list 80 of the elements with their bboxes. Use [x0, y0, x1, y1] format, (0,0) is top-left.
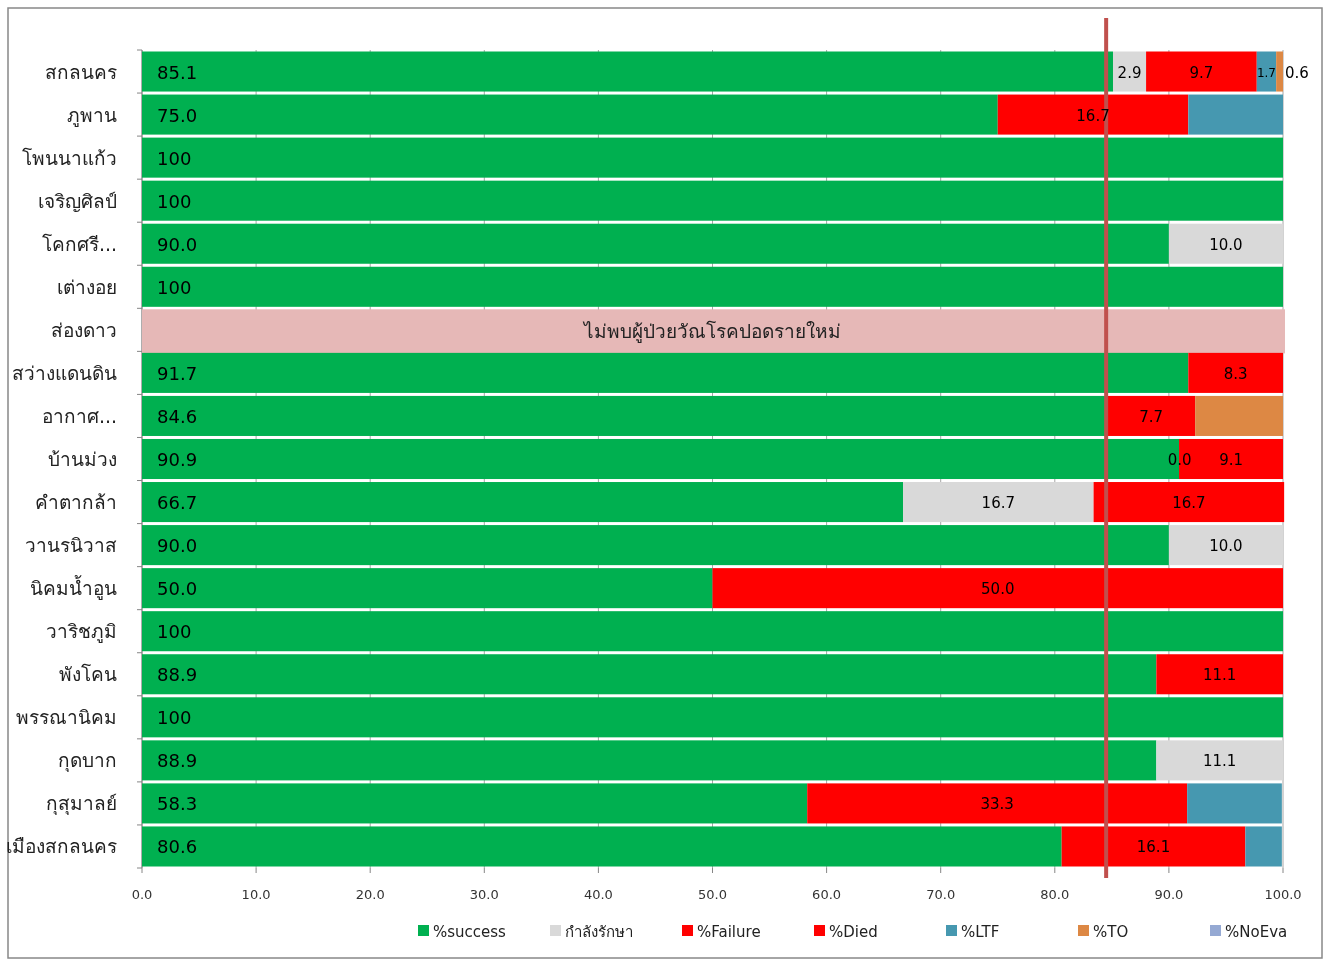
- y-tick-label: เต่างอย: [57, 275, 117, 298]
- legend-item: %NoEva: [1210, 923, 1288, 941]
- x-tick-label: 50.0: [698, 887, 727, 902]
- x-tick-label: 30.0: [469, 887, 499, 902]
- y-tick-label: พังโคน: [59, 663, 117, 686]
- data-label: 75.0: [157, 104, 198, 126]
- x-tick-label: 40.0: [583, 887, 613, 902]
- data-label: 11.1: [1202, 666, 1237, 685]
- legend-label: %LTF: [961, 923, 1000, 941]
- data-label: 58.3: [157, 793, 198, 815]
- y-tick-label: นิคมน้ำอูน: [30, 575, 117, 601]
- data-label: 100: [157, 147, 192, 169]
- data-label: 80.6: [157, 836, 198, 858]
- legend-item: %LTF: [946, 923, 1000, 941]
- data-label: 90.0: [157, 233, 198, 255]
- y-tick-label: คำตากล้า: [35, 491, 117, 514]
- x-tick-label: 60.0: [812, 887, 842, 902]
- legend-label: %Failure: [697, 923, 761, 941]
- data-label: 100: [157, 276, 192, 298]
- data-label: 66.7: [157, 492, 198, 514]
- legend-label: กำลังรักษา: [565, 923, 633, 941]
- data-label: 7.7: [1139, 407, 1164, 426]
- legend-item: %TO: [1078, 923, 1129, 941]
- data-label: 9.7: [1189, 63, 1214, 82]
- y-tick-label: สกลนคร: [45, 60, 117, 83]
- data-label: 9.1: [1219, 451, 1244, 469]
- x-tick-label: 20.0: [355, 887, 385, 902]
- y-tick-label: วานรนิวาส: [25, 534, 117, 557]
- x-tick-label: 90.0: [1154, 887, 1184, 902]
- y-tick-label: เมืองสกลนคร: [6, 835, 117, 858]
- data-label: 16.7: [1076, 106, 1110, 125]
- legend-label: %success: [433, 923, 507, 941]
- data-label: 91.7: [157, 362, 198, 384]
- data-label: 11.1: [1202, 752, 1237, 771]
- x-tick-label: 100.0: [1264, 887, 1302, 902]
- y-tick-label: พรรณานิคม: [16, 706, 117, 729]
- legend-item: %success: [418, 923, 506, 941]
- data-label: 50.0: [981, 580, 1015, 599]
- legend-item: กำลังรักษา: [550, 923, 633, 941]
- y-tick-label: กุสุมาลย์: [46, 792, 117, 817]
- data-label: 85.1: [157, 61, 198, 83]
- data-label: 84.6: [157, 405, 198, 427]
- y-tick-label: วาริชภูมิ: [46, 620, 117, 644]
- data-label: 1.7: [1256, 65, 1276, 80]
- x-tick-label: 10.0: [241, 887, 271, 902]
- y-tick-label: บ้านม่วง: [48, 448, 117, 470]
- legend-label: %NoEva: [1225, 923, 1288, 941]
- y-tick-label: ภูพาน: [67, 103, 117, 127]
- data-label: 8.3: [1223, 364, 1248, 383]
- data-label: 10.0: [1209, 537, 1243, 556]
- data-label: 16.7: [981, 494, 1016, 513]
- data-label: 16.1: [1136, 838, 1171, 857]
- data-label: 100: [157, 707, 192, 729]
- data-label: 90.9: [157, 449, 198, 470]
- x-tick-label: 0.0: [131, 887, 153, 902]
- data-label: 33.3: [980, 795, 1014, 814]
- x-tick-label: 80.0: [1040, 887, 1070, 902]
- data-label: 0.6: [1285, 63, 1309, 82]
- legend-item: %Died: [814, 923, 878, 941]
- y-tick-label: ส่องดาว: [51, 318, 117, 341]
- y-tick-label: โคกศรี...: [41, 232, 117, 255]
- legend-item: %Failure: [682, 923, 761, 941]
- y-tick-label: โพนนาแก้ว: [22, 146, 117, 169]
- y-tick-label: สว่างแดนดิน: [12, 361, 117, 384]
- data-label: 100: [157, 190, 192, 212]
- y-tick-label: เจริญศิลป์: [38, 189, 117, 213]
- data-label: 90.0: [157, 535, 198, 557]
- legend-label: %Died: [829, 923, 878, 941]
- legend-label: %TO: [1093, 923, 1129, 941]
- data-label: 10.0: [1209, 235, 1243, 254]
- y-tick-label: อากาศ...: [41, 404, 117, 427]
- data-label: 88.9: [157, 750, 198, 772]
- data-label: 100: [157, 621, 192, 643]
- data-label: 88.9: [157, 664, 198, 686]
- band-label: ไม่พบผู้ป่วยวัณโรคปอดรายใหม่: [582, 320, 841, 344]
- data-label: 50.0: [157, 578, 198, 600]
- data-label: 2.9: [1117, 63, 1142, 82]
- y-tick-label: กุดบาก: [58, 749, 117, 774]
- data-label: 16.7: [1172, 494, 1206, 513]
- x-tick-label: 70.0: [926, 887, 956, 902]
